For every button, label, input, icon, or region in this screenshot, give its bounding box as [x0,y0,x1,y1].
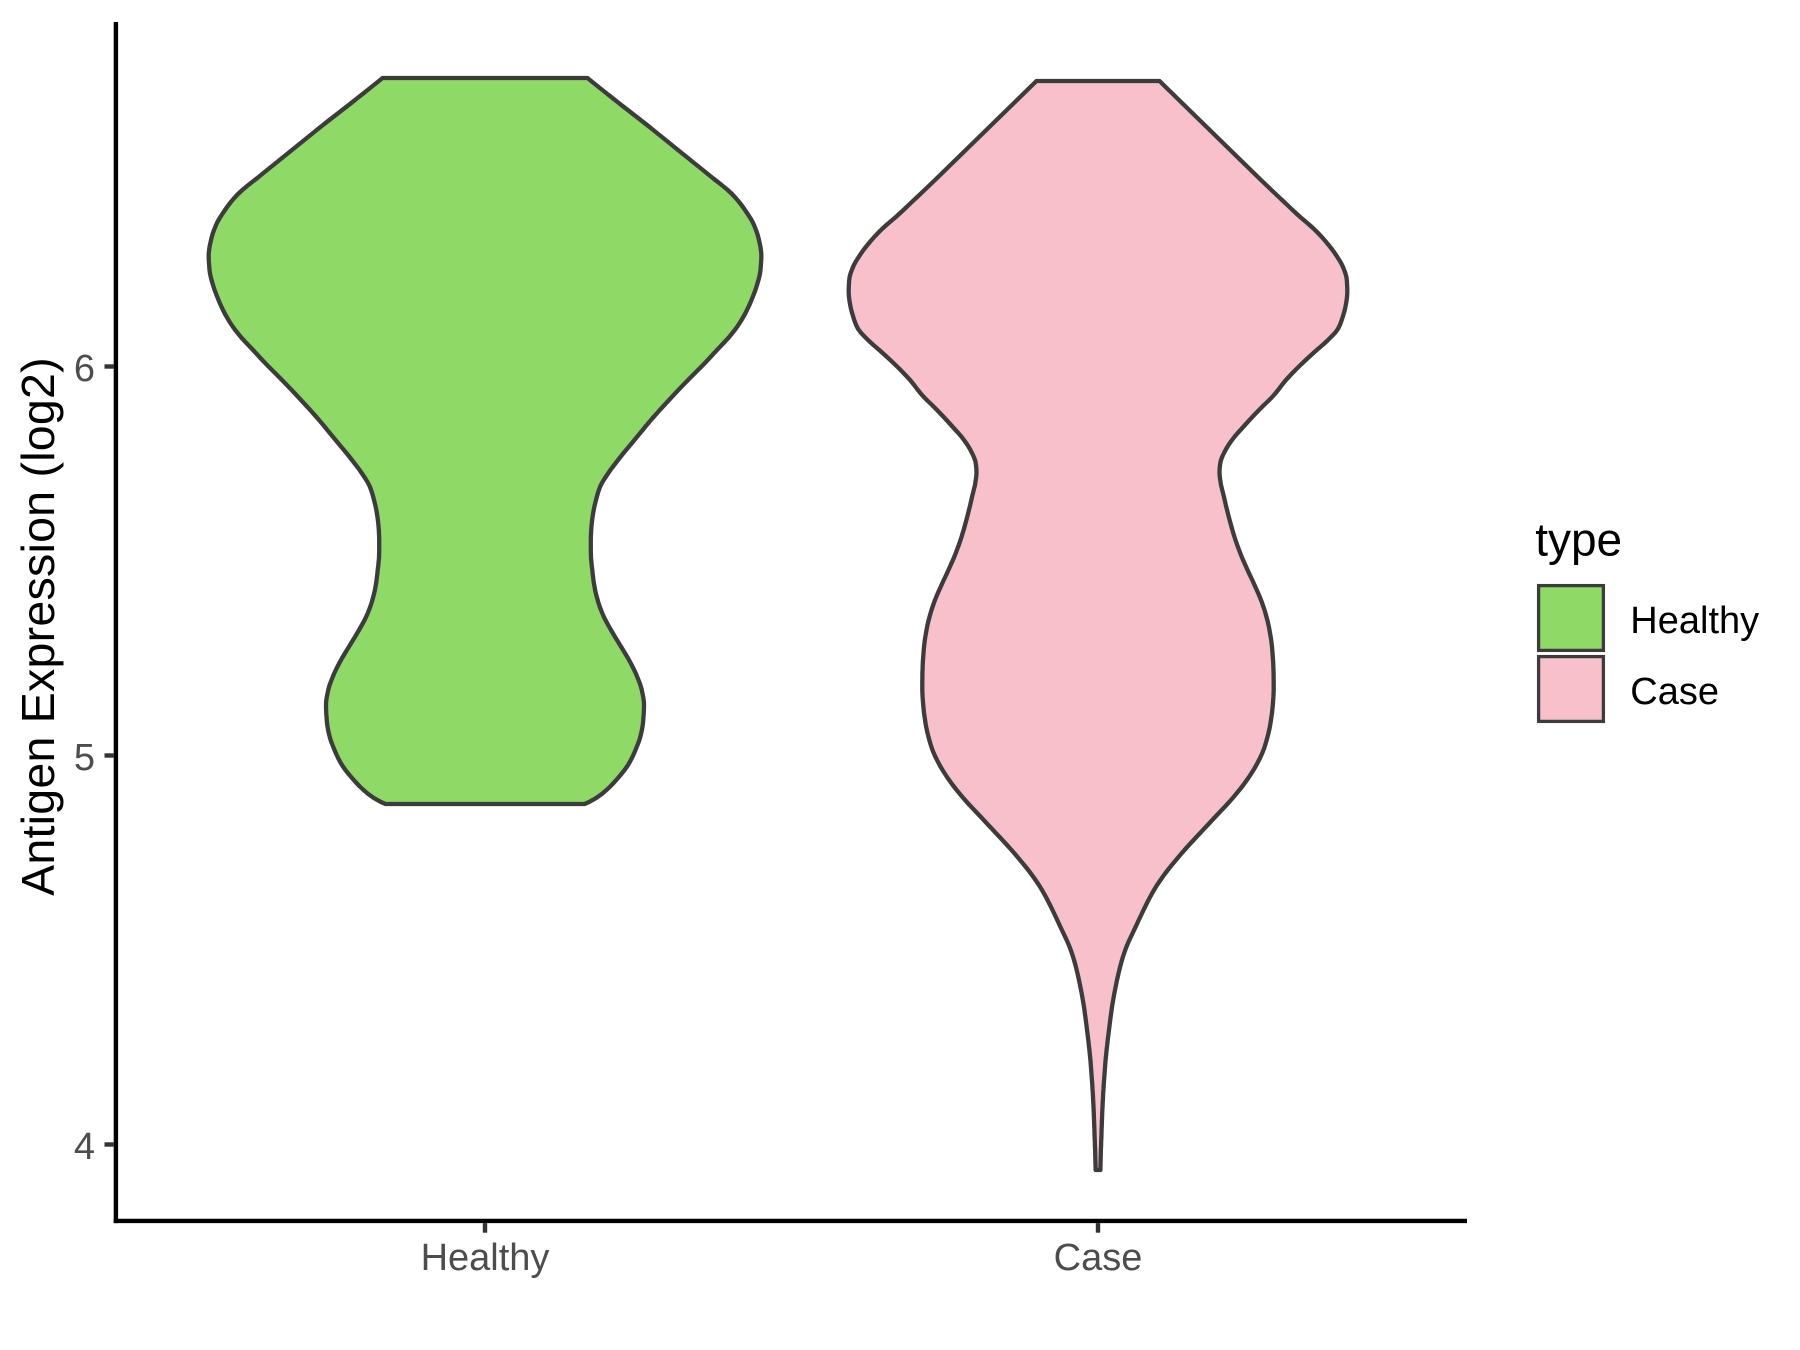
svg-text:6: 6 [74,348,95,390]
svg-text:type: type [1535,513,1622,565]
svg-text:Case: Case [1630,671,1719,713]
svg-text:Antigen Expression (log2): Antigen Expression (log2) [12,357,64,896]
svg-text:5: 5 [74,737,95,779]
svg-text:Case: Case [1054,1237,1143,1279]
svg-text:4: 4 [74,1126,95,1168]
svg-text:Healthy: Healthy [421,1237,550,1279]
svg-text:Healthy: Healthy [1630,600,1759,642]
